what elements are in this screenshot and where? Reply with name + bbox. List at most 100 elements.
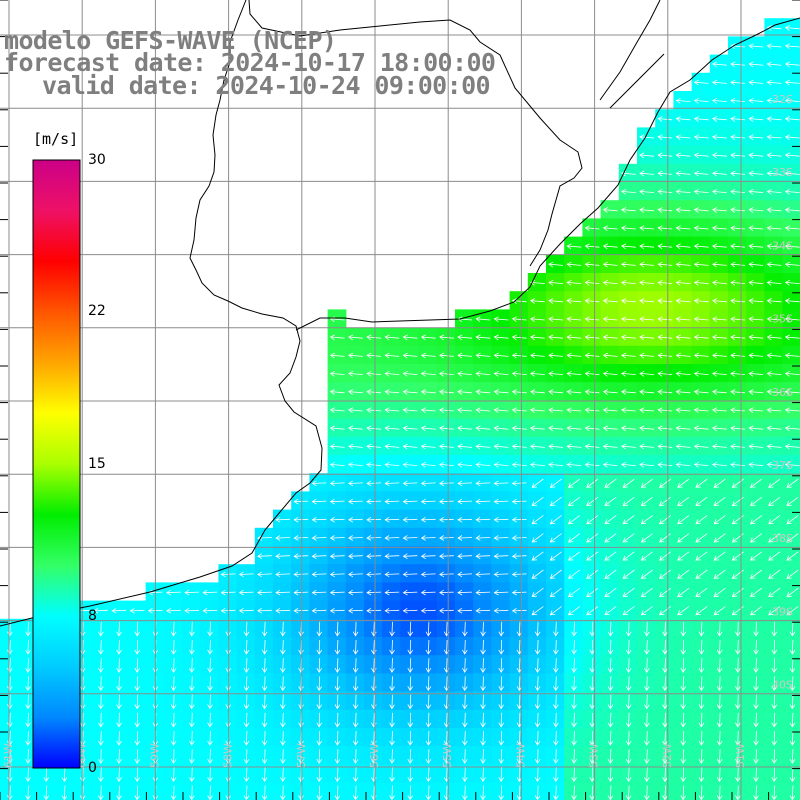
wind-cell <box>728 309 747 329</box>
wind-cell <box>673 91 693 110</box>
wind-cell <box>527 764 547 784</box>
wind-cell <box>655 436 674 456</box>
wind-arrow <box>784 425 800 432</box>
wind-cell <box>345 764 365 784</box>
wind-cell <box>382 509 401 529</box>
wind-cell <box>473 764 492 784</box>
wind-cell <box>637 655 656 674</box>
wind-cell <box>728 145 747 165</box>
wind-cell <box>618 182 638 201</box>
wind-arrow <box>730 61 746 68</box>
wind-cell <box>327 436 347 456</box>
wind-arrow <box>129 607 145 614</box>
wind-arrow <box>189 730 195 746</box>
wind-arrow <box>731 569 744 579</box>
wind-cell <box>618 254 638 274</box>
wind-arrow <box>439 607 454 614</box>
wind-cell <box>163 728 183 747</box>
wind-cell <box>782 18 800 37</box>
lat-label: 34S <box>772 239 793 252</box>
wind-cell <box>691 236 711 256</box>
wind-arrow <box>348 389 363 395</box>
wind-arrow <box>713 478 726 488</box>
wind-cell <box>709 473 729 492</box>
wind-cell <box>527 364 547 383</box>
wind-cell <box>673 291 693 310</box>
wind-cell <box>382 400 401 420</box>
wind-arrow <box>584 389 600 395</box>
wind-arrow <box>98 639 104 655</box>
coastline-uruguay <box>295 17 800 331</box>
wind-arrow <box>712 279 727 286</box>
wind-cell <box>200 618 219 638</box>
wind-cell <box>728 746 747 765</box>
wind-arrow <box>730 97 746 104</box>
wind-cell <box>182 728 201 747</box>
wind-arrow <box>680 712 687 728</box>
wind-cell <box>709 254 729 274</box>
wind-arrow <box>439 571 454 578</box>
wind-arrow <box>589 694 596 710</box>
wind-cell <box>782 145 800 165</box>
wind-cell <box>564 709 583 729</box>
wind-arrow <box>402 498 418 505</box>
wind-arrow <box>771 676 778 692</box>
wind-cell <box>709 364 729 383</box>
wind-arrow <box>334 712 341 728</box>
wind-cell <box>163 691 183 711</box>
wind-arrow <box>662 676 668 692</box>
wind-cell <box>618 418 638 438</box>
wind-arrow <box>784 134 800 141</box>
wind-arrow <box>493 571 509 578</box>
wind-cell <box>473 546 492 565</box>
wind-arrow <box>604 496 617 507</box>
wind-cell <box>655 709 674 729</box>
wind-arrow <box>548 461 564 468</box>
wind-arrow <box>716 712 723 728</box>
wind-arrow <box>134 694 141 710</box>
wind-arrow <box>657 316 673 323</box>
wind-arrow <box>549 606 562 616</box>
wind-cell <box>691 782 711 800</box>
wind-arrow <box>784 152 800 159</box>
wind-arrow <box>462 694 468 710</box>
wind-cell <box>655 364 674 383</box>
wind-arrow <box>622 478 635 488</box>
wind-cell <box>491 455 511 474</box>
wind-arrow <box>553 676 559 692</box>
wind-cell <box>236 764 256 784</box>
wind-cell <box>600 709 620 729</box>
colorbar-tick-15: 15 <box>88 456 106 472</box>
wind-arrow <box>316 749 323 764</box>
wind-cell <box>364 764 383 784</box>
wind-arrow <box>238 607 254 614</box>
wind-arrow <box>402 425 418 432</box>
wind-cell <box>163 582 183 602</box>
wind-cell <box>728 54 747 74</box>
wind-cell <box>564 637 583 656</box>
wind-arrow <box>622 533 635 543</box>
wind-cell <box>18 709 37 729</box>
wind-cell <box>782 673 800 693</box>
wind-cell <box>400 709 420 729</box>
wind-arrow <box>639 443 655 450</box>
wind-cell <box>546 309 565 329</box>
wind-cell <box>527 473 547 492</box>
wind-cell <box>746 309 765 329</box>
wind-arrow <box>366 407 382 414</box>
wind-cell <box>673 109 693 128</box>
wind-cell <box>709 655 729 674</box>
wind-cell <box>382 473 401 492</box>
wind-cell <box>345 491 365 511</box>
wind-cell <box>691 564 711 583</box>
wind-arrow <box>366 516 382 523</box>
wind-arrow <box>7 676 13 692</box>
wind-arrow <box>348 334 363 341</box>
wind-cell <box>418 691 438 711</box>
wind-cell <box>182 691 201 711</box>
wind-arrow <box>61 767 68 783</box>
wind-arrow <box>480 621 486 637</box>
wind-arrow <box>280 658 286 673</box>
wind-cell <box>418 327 438 347</box>
wind-cell <box>291 637 310 656</box>
